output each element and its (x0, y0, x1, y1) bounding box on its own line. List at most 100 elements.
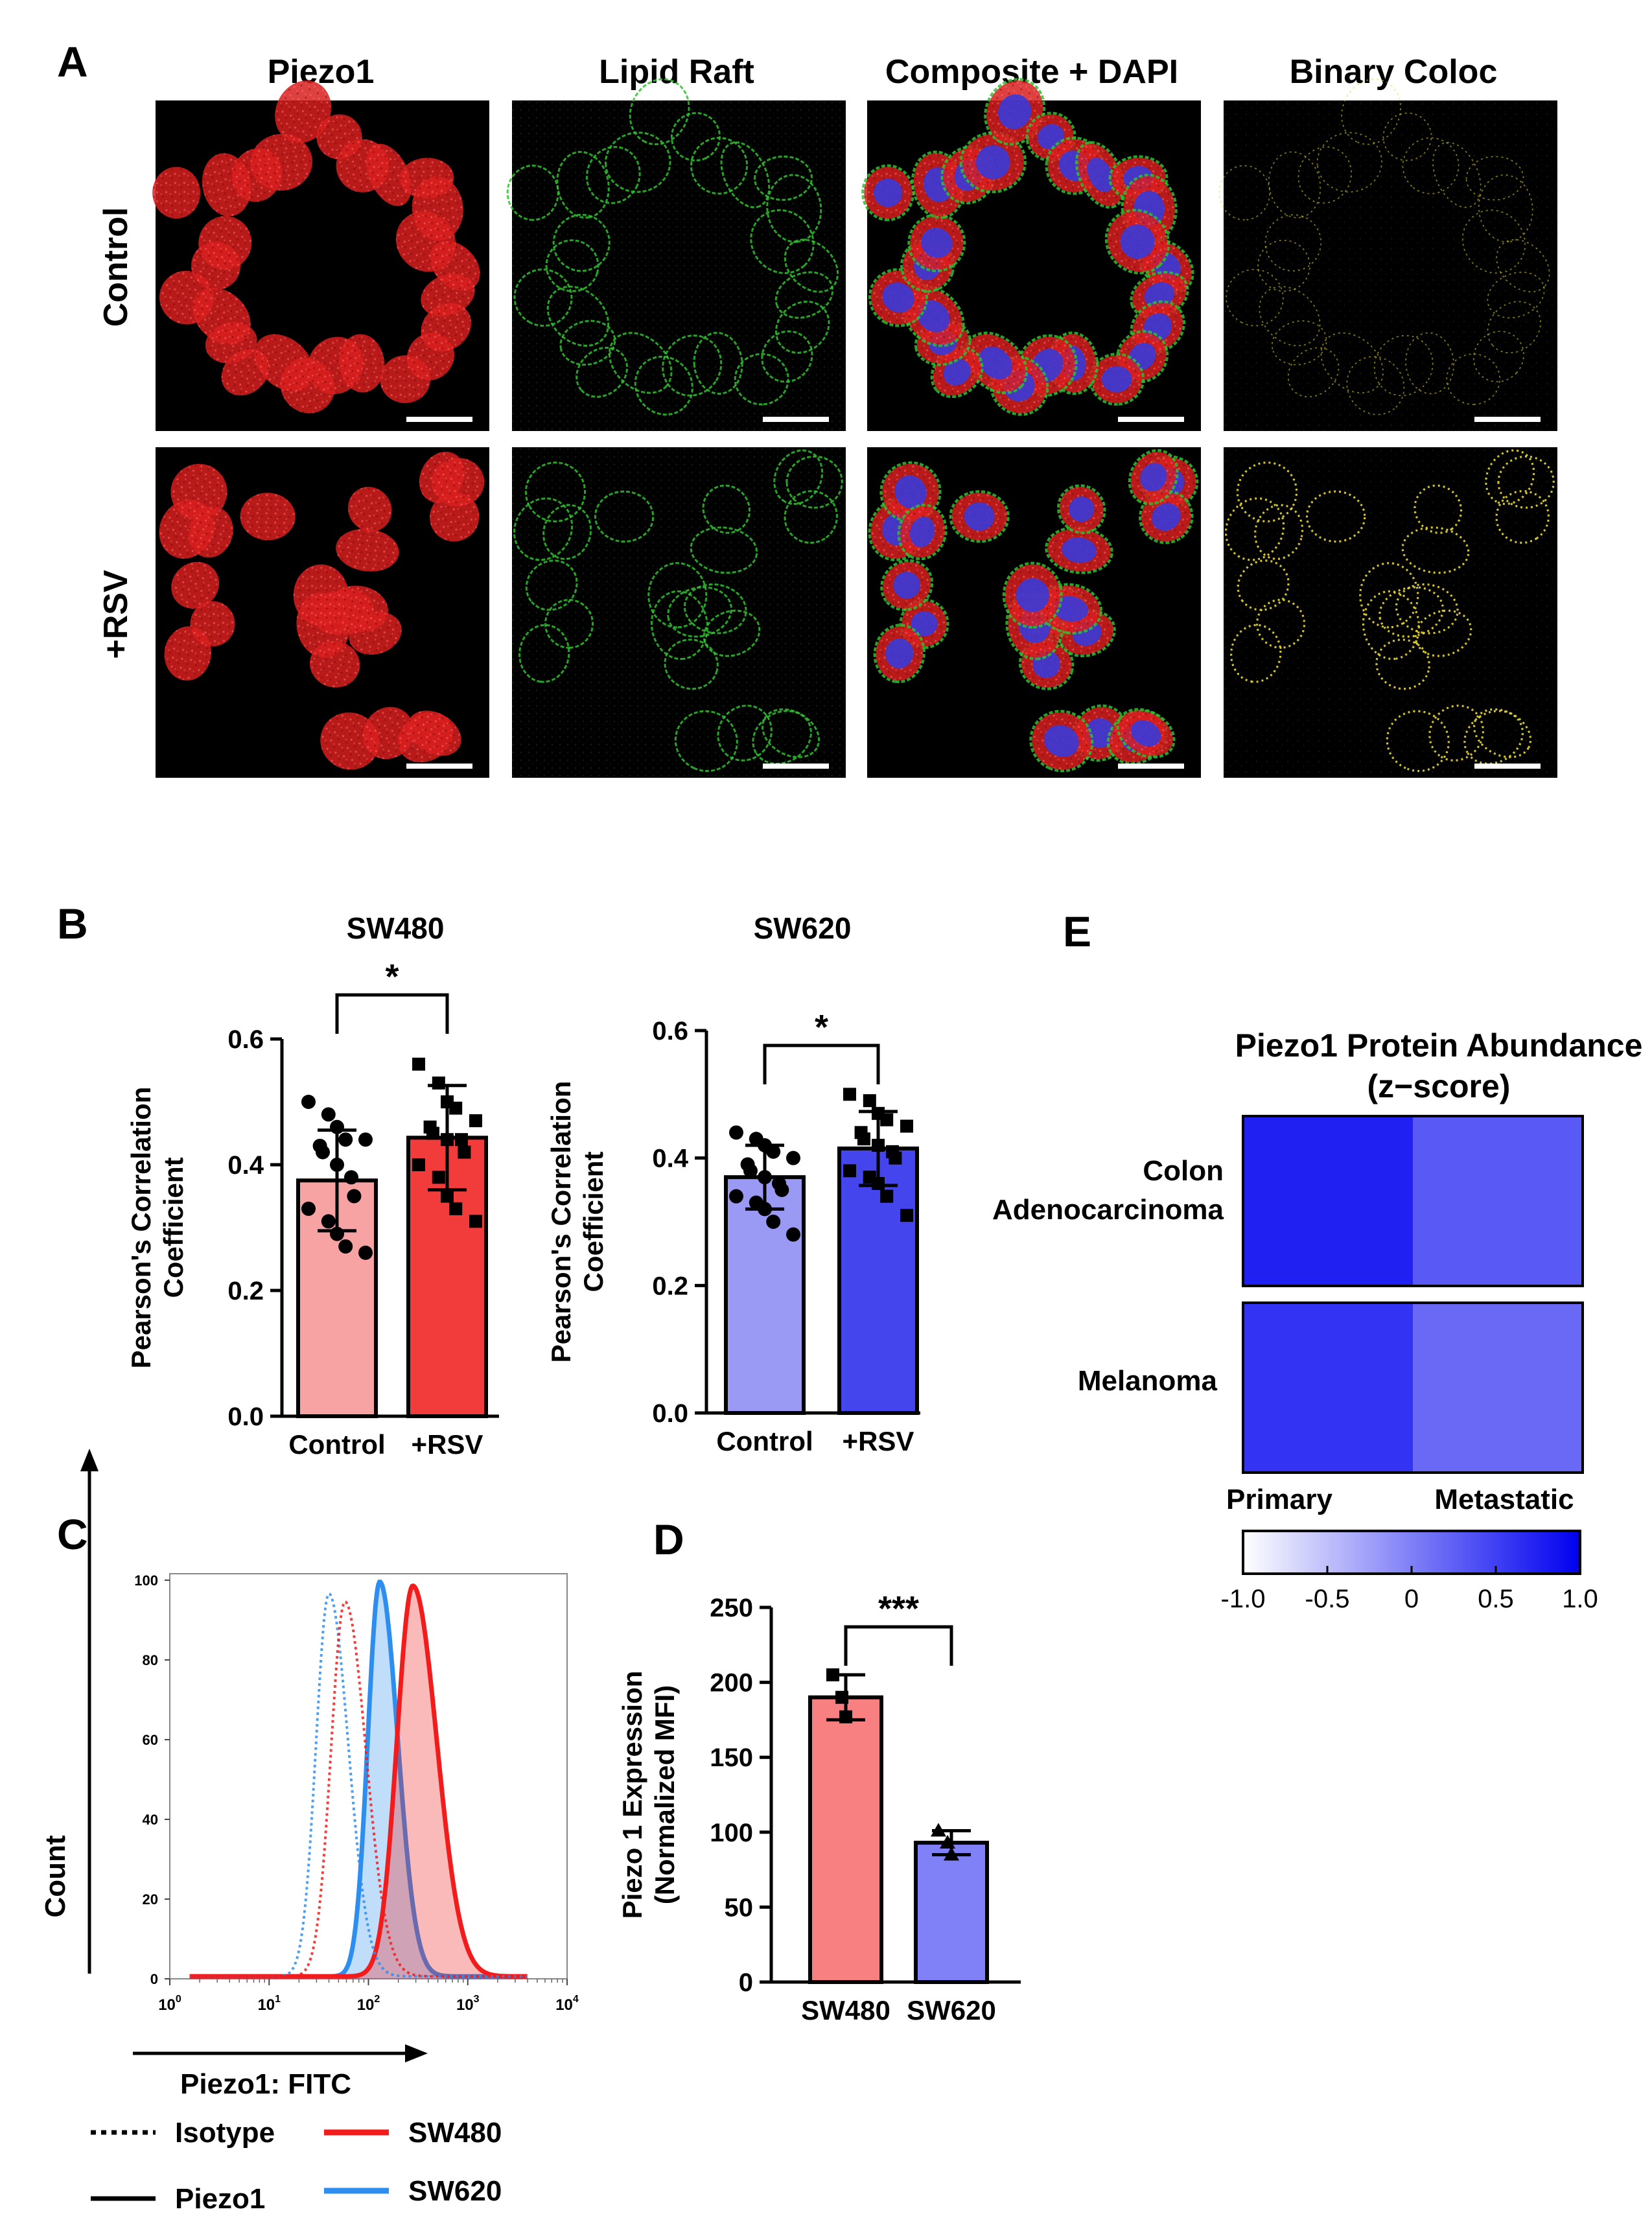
cell-membrane (984, 78, 1046, 146)
cell-nucleus (1069, 496, 1095, 522)
cell-nucleus (1130, 720, 1161, 747)
row-label-rsv: +RSV (97, 570, 135, 659)
data-point (347, 1189, 362, 1204)
fitc-arrow-head (405, 2044, 428, 2062)
data-point (469, 1114, 482, 1128)
data-point (338, 1132, 353, 1147)
y-tick-label: 20 (143, 1891, 158, 1908)
colorbar-tick-label: 0.5 (1478, 1585, 1514, 1613)
panel-a: Piezo1 Lipid Raft Composite + DAPI Binar… (97, 53, 1557, 778)
data-point (889, 1151, 902, 1165)
count-arrow-head (80, 1449, 99, 1471)
heatmap-title: Piezo1 Protein Abundance (1235, 1027, 1643, 1064)
significance-marker: * (815, 1008, 828, 1047)
column-label-lipid-raft: Lipid Raft (599, 53, 754, 91)
data-point (900, 1209, 913, 1222)
data-point (835, 1690, 848, 1704)
cell-nucleus (1043, 725, 1079, 758)
scale-bar (1118, 417, 1184, 422)
column-label-piezo1: Piezo1 (268, 53, 375, 91)
histogram-Isotype-SW480 (189, 1600, 528, 1978)
heat-cell-0-1 (1413, 1116, 1583, 1286)
data-point (758, 1202, 772, 1217)
cell-nucleus (998, 94, 1032, 130)
data-point (321, 1107, 336, 1122)
cell-nucleus (1120, 224, 1155, 259)
y-tick-label: 250 (710, 1594, 753, 1622)
y-tick-label: 0.6 (652, 1017, 688, 1045)
data-point (338, 1239, 353, 1254)
data-point (758, 1170, 772, 1185)
data-point (863, 1094, 876, 1108)
panel-d-chart: 0 50 100 150 200 250 Piezo 1 Expression(Normal… (617, 1589, 1021, 2025)
x-tick-label: Control (288, 1429, 385, 1460)
data-point (900, 1119, 913, 1133)
scale-bar (1474, 764, 1541, 769)
scale-bar (1118, 764, 1184, 769)
panel-letter-d: D (653, 1515, 684, 1563)
histogram-Piezo1-SW480 (189, 1583, 528, 1979)
cell-texture (320, 712, 380, 770)
data-point (766, 1144, 781, 1159)
micrograph-rsv-coloc (1224, 447, 1557, 778)
y-tick-label: 0.0 (652, 1399, 688, 1428)
tick-exponent: 1 (275, 1994, 281, 2005)
data-point (432, 1171, 445, 1184)
scale-bar (763, 417, 829, 422)
y-axis-label: Pearson's CorrelationCoefficient (546, 1081, 609, 1363)
cell-nucleus (1062, 537, 1097, 563)
data-point (321, 1214, 336, 1229)
legend-label-piezo1: Piezo1 (175, 2183, 265, 2215)
heat-cell-1-0 (1243, 1303, 1413, 1473)
data-point (449, 1101, 463, 1115)
y-tick-label: 0.4 (652, 1145, 688, 1173)
data-point (330, 1158, 344, 1172)
x-axis-label: Piezo1: FITC (180, 2068, 351, 2100)
cell-texture (419, 451, 465, 503)
cell-nucleus (979, 346, 1013, 380)
micrograph-rsv-lipid-raft (512, 447, 846, 778)
cell-nucleus (975, 145, 1010, 180)
cell-nucleus (1101, 366, 1132, 393)
cell-nucleus (1140, 463, 1167, 492)
data-point (469, 1215, 482, 1228)
heat-row-label: Colon (1143, 1155, 1224, 1187)
data-point (458, 1145, 471, 1159)
y-tick-label: 200 (710, 1669, 753, 1698)
x-tick-label: 101 (257, 1994, 281, 2014)
data-point (931, 1823, 946, 1837)
data-point (940, 1834, 955, 1849)
heat-row-frame (1242, 1301, 1584, 1474)
heat-row-label: Adenocarcinoma (992, 1194, 1224, 1226)
data-point (330, 1119, 344, 1134)
bar-+RSV (837, 1146, 919, 1415)
significance-bracket (763, 1044, 880, 1084)
tick-exponent: 2 (374, 1994, 380, 2005)
cell-nucleus (943, 358, 971, 386)
legend-label-sw620: SW620 (408, 2175, 502, 2207)
y-axis-label-line: Coefficient (158, 1157, 189, 1298)
histogram-fill-SW480 (189, 1585, 528, 1979)
cell-nucleus (882, 282, 914, 313)
cell-nucleus (921, 228, 953, 258)
data-point (358, 1245, 373, 1260)
tick-exponent: 0 (176, 1994, 181, 2005)
data-point (358, 1132, 373, 1147)
x-tick-label: SW480 (801, 1995, 890, 2025)
data-point (880, 1113, 894, 1126)
tick-base: 10 (357, 1996, 375, 2014)
y-axis-label-line: Piezo 1 Expression (617, 1671, 647, 1919)
x-tick-label: 100 (158, 1994, 181, 2014)
data-point (426, 1126, 439, 1140)
y-tick-label: 0 (739, 1968, 753, 1997)
cell-membrane (897, 504, 948, 561)
histogram-Piezo1-SW620 (189, 1580, 528, 1979)
y-tick-label: 0.4 (227, 1151, 264, 1180)
data-point (412, 1057, 425, 1071)
data-point (857, 1132, 870, 1146)
data-point (944, 1847, 959, 1861)
cell-nucleus (1016, 578, 1049, 613)
